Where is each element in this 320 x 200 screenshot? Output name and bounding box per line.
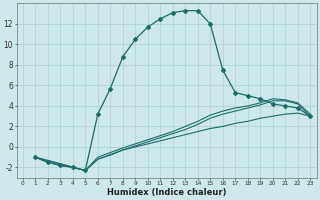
- X-axis label: Humidex (Indice chaleur): Humidex (Indice chaleur): [107, 188, 226, 197]
